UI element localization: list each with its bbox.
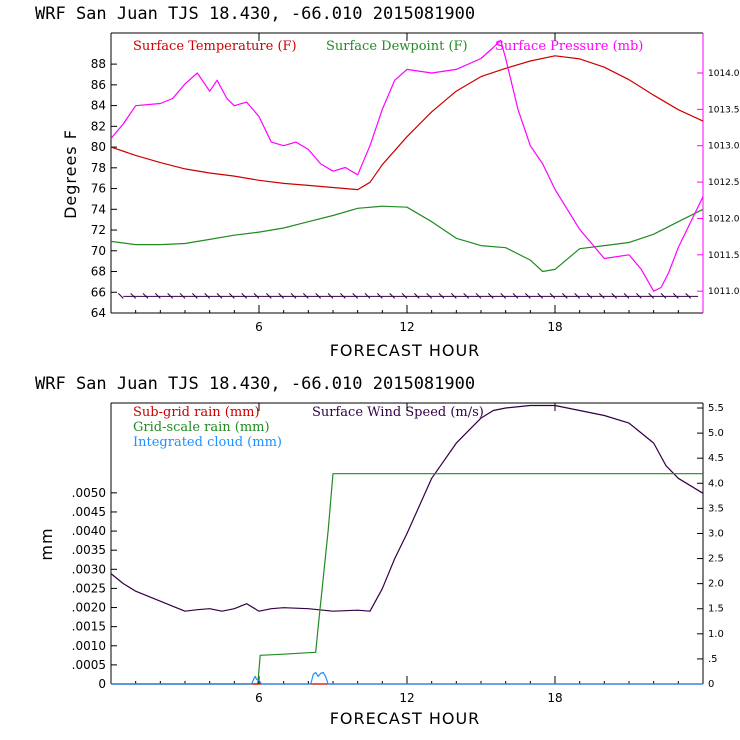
rain-x-tick-label: 12 xyxy=(399,691,414,705)
temp-series-surface-temperature-f xyxy=(110,55,704,191)
rain-y2-tick-label: 0 xyxy=(708,679,714,690)
rain-y-tick-label: .0010 xyxy=(72,639,106,653)
rain-chart-ylabel: mm xyxy=(37,527,56,560)
temp-x-tick-label: 18 xyxy=(547,320,562,334)
rain-y-tick-label: .0050 xyxy=(72,486,106,500)
temperature-chart-ylabel: Degrees F xyxy=(61,129,80,219)
rain-y-tick-label: .0015 xyxy=(72,620,106,634)
wind-barbs xyxy=(117,293,699,299)
temp-y-tick-label: 70 xyxy=(91,244,106,258)
rain-y2-tick-label: 2.0 xyxy=(708,579,724,590)
temp-y-tick-label: 64 xyxy=(91,306,106,320)
rain-y-tick-label: .0045 xyxy=(72,505,106,519)
temp-y2-tick-label: 1014.0 xyxy=(708,69,740,79)
legend-surface-wind-speed: Surface Wind Speed (m/s) xyxy=(312,405,484,420)
temperature-chart-title: WRF San Juan TJS 18.430, -66.010 2015081… xyxy=(35,4,475,24)
rain-series-integrated-cloud-mm xyxy=(111,671,703,685)
rain-y2-tick-label: 3.0 xyxy=(708,528,724,539)
temp-y-tick-label: 84 xyxy=(91,99,106,113)
temp-x-tick-label: 6 xyxy=(255,320,263,334)
legend-surface-pressure: Surface Pressure (mb) xyxy=(495,39,643,54)
temp-series-surface-dewpoint-f xyxy=(110,205,704,273)
rain-chart-title: WRF San Juan TJS 18.430, -66.010 2015081… xyxy=(35,374,475,394)
legend-surface-dewpoint: Surface Dewpoint (F) xyxy=(326,39,468,54)
rain-y2-tick-label: 3.5 xyxy=(708,503,724,514)
legend-surface-temperature: Surface Temperature (F) xyxy=(133,39,297,54)
temp-y2-tick-label: 1012.0 xyxy=(708,214,740,224)
temp-series-surface-pressure-mb xyxy=(110,39,704,292)
rain-y2-tick-label: 5.0 xyxy=(708,428,724,439)
rain-y-tick-label: .0030 xyxy=(72,562,106,576)
rain-series-grid-scale-rain-mm xyxy=(111,473,703,685)
temp-y-tick-label: 80 xyxy=(91,140,106,154)
temp-y-tick-label: 78 xyxy=(91,161,106,175)
rain-y2-tick-label: 2.5 xyxy=(708,554,724,565)
rain-y2-tick-label: 1.0 xyxy=(708,629,724,640)
wind-barb xyxy=(117,293,124,299)
temp-y2-tick-label: 1011.0 xyxy=(708,287,740,297)
temp-y-tick-label: 72 xyxy=(91,223,106,237)
temp-y-tick-label: 74 xyxy=(91,202,106,216)
rain-y2-tick-label: 4.5 xyxy=(708,453,724,464)
rain-y-tick-label: .0040 xyxy=(72,524,106,538)
rain-y-tick-label: .0035 xyxy=(72,543,106,557)
legend-integrated-cloud: Integrated cloud (mm) xyxy=(133,435,282,450)
temp-y-tick-label: 68 xyxy=(91,265,106,279)
rain-y-tick-label: .0020 xyxy=(72,601,106,615)
rain-x-tick-label: 18 xyxy=(547,691,562,705)
temp-y2-tick-label: 1012.5 xyxy=(708,178,740,188)
rain-y2-tick-label: 1.5 xyxy=(708,604,724,615)
temp-y-tick-label: 66 xyxy=(91,285,106,299)
temp-y-tick-label: 82 xyxy=(91,119,106,133)
rain-x-tick-label: 6 xyxy=(255,691,263,705)
legend-grid-scale-rain: Grid-scale rain (mm) xyxy=(133,420,270,435)
temp-y2-tick-label: 1013.5 xyxy=(708,105,740,115)
rain-y-tick-label: 0 xyxy=(98,677,106,691)
temp-x-tick-label: 12 xyxy=(399,320,414,334)
temp-y-tick-label: 86 xyxy=(91,78,106,92)
rain-y-tick-label: .0005 xyxy=(72,658,106,672)
rain-y2-tick-label: 4.0 xyxy=(708,478,724,489)
rain-chart-xlabel: FORECAST HOUR xyxy=(330,709,481,728)
temp-y-tick-label: 88 xyxy=(91,57,106,71)
rain-y-tick-label: .0025 xyxy=(72,581,106,595)
temp-y2-tick-label: 1011.5 xyxy=(708,251,740,261)
temp-y-tick-label: 76 xyxy=(91,182,106,196)
temp-y2-tick-label: 1013.0 xyxy=(708,142,740,152)
rain-y2-tick-label: 5.5 xyxy=(708,403,724,414)
temperature-chart-xlabel: FORECAST HOUR xyxy=(330,341,481,360)
legend-sub-grid-rain: Sub-grid rain (mm) xyxy=(133,405,260,420)
rain-series-surface-wind-speed-m-s xyxy=(110,404,704,612)
rain-y2-tick-label: .5 xyxy=(708,654,718,665)
